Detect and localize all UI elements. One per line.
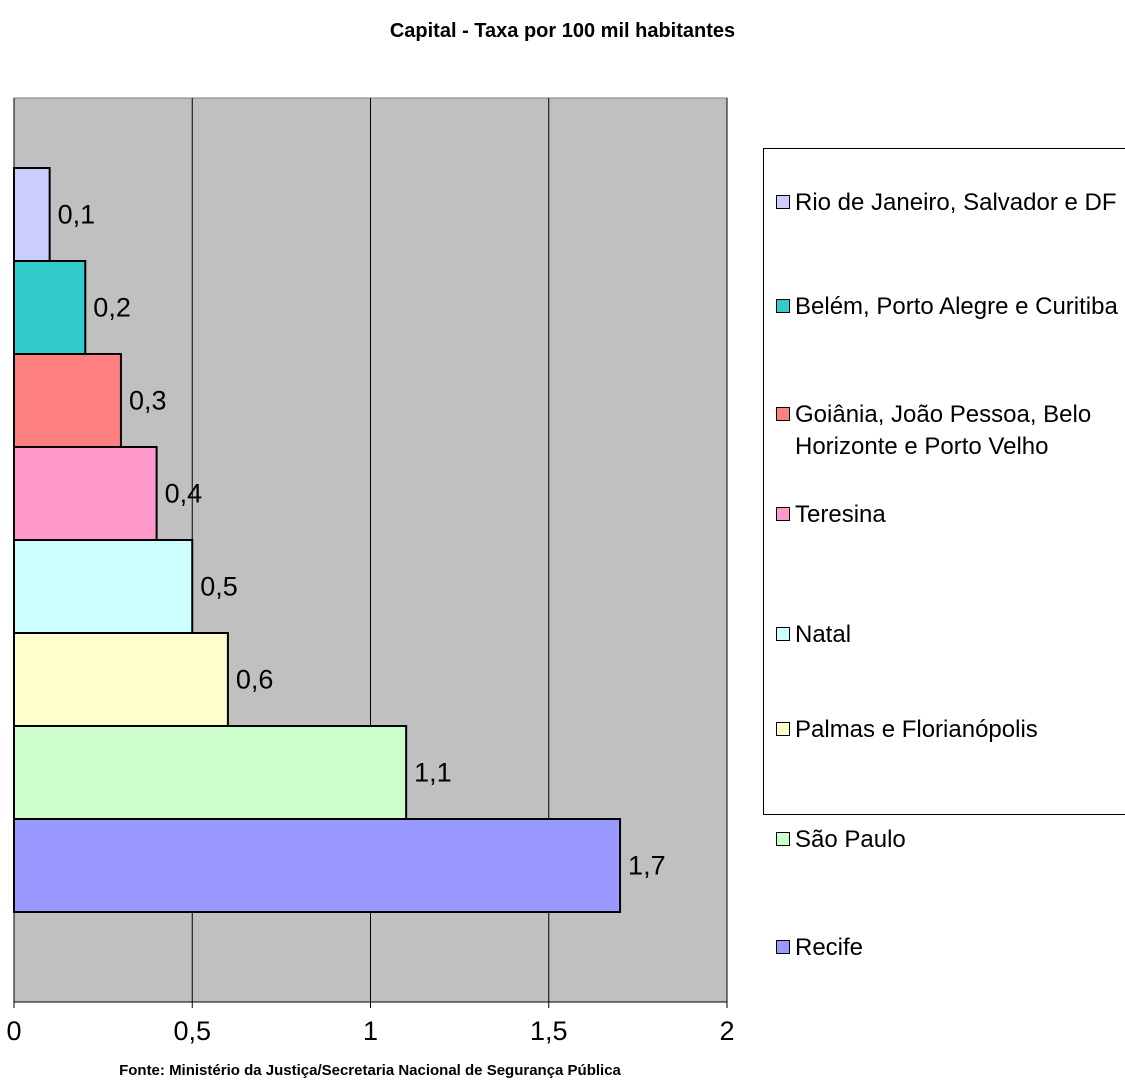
legend-swatch (776, 940, 790, 954)
legend-swatch (776, 195, 790, 209)
bar (13, 260, 87, 355)
legend-label: Rio de Janeiro, Salvador e DF (795, 189, 1117, 216)
legend-label: Belém, Porto Alegre e Curitiba (795, 293, 1118, 320)
x-tick-label: 0 (6, 1016, 21, 1046)
legend-item: São Paulo (776, 824, 1125, 856)
bar (13, 725, 408, 820)
legend-label: Natal (795, 621, 852, 648)
bar (13, 818, 622, 913)
data-label: 0,3 (129, 386, 167, 416)
legend-label: Recife (795, 934, 864, 961)
bar (13, 167, 51, 262)
x-tick-label: 1 (363, 1016, 378, 1046)
data-label: 1,7 (628, 851, 666, 881)
legend-swatch (776, 507, 790, 521)
legend-item: Natal (776, 619, 1125, 651)
legend-item: Belém, Porto Alegre e Curitiba (776, 291, 1125, 323)
bar (13, 632, 229, 727)
legend-label: Teresina (795, 501, 886, 528)
bar (13, 539, 194, 634)
x-tick-label: 2 (719, 1016, 734, 1046)
data-label: 0,5 (200, 572, 238, 602)
bar (13, 353, 122, 448)
chart-source-note: Fonte: Ministério da Justiça/Secretaria … (119, 1062, 621, 1079)
x-tick-label: 0,5 (173, 1016, 211, 1046)
legend-label: Goiânia, João Pessoa, Belo Horizonte e P… (795, 401, 1092, 460)
data-label: 0,1 (58, 200, 96, 230)
legend-item: Palmas e Florianópolis (776, 714, 1125, 746)
legend-label: São Paulo (795, 826, 906, 853)
bar (13, 446, 158, 541)
data-label: 0,6 (236, 665, 274, 695)
chart-legend: Rio de Janeiro, Salvador e DF Belém, Port… (763, 148, 1125, 961)
legend-swatch (776, 627, 790, 641)
legend-swatch (776, 722, 790, 736)
data-label: 1,1 (414, 758, 452, 788)
legend-label: Palmas e Florianópolis (795, 716, 1038, 743)
legend-item: Goiânia, João Pessoa, Belo Horizonte e P… (776, 399, 1125, 463)
legend-swatch (776, 832, 790, 846)
data-label: 0,4 (165, 479, 203, 509)
legend-item: Rio de Janeiro, Salvador e DF (776, 187, 1125, 219)
chart-title: Capital - Taxa por 100 mil habitantes (389, 20, 736, 42)
legend-swatch (776, 299, 790, 313)
legend-item: Recife (776, 932, 1125, 964)
legend-item: Teresina (776, 499, 1125, 531)
data-label: 0,2 (93, 293, 131, 323)
legend-swatch (776, 407, 790, 421)
x-tick-label: 1,5 (530, 1016, 568, 1046)
